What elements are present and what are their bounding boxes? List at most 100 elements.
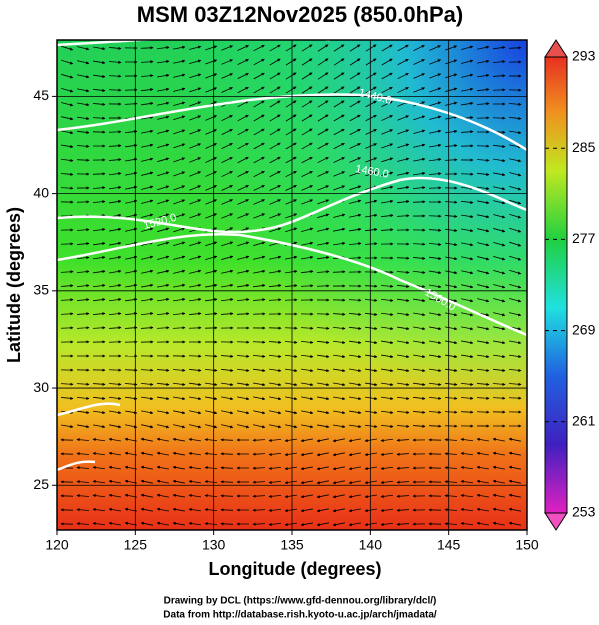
streamline-arrow: [492, 144, 506, 148]
streamline-arrow: [204, 297, 218, 302]
streamline-arrow: [492, 74, 506, 78]
streamline-arrow: [317, 114, 329, 122]
streamline-arrow: [477, 228, 490, 233]
streamline-arrow: [381, 185, 394, 190]
streamline-arrow: [364, 480, 377, 485]
streamline-arrow: [60, 172, 74, 176]
streamline-arrow: [333, 185, 346, 191]
streamline-arrow: [221, 128, 233, 136]
streamline-arrow: [269, 368, 282, 373]
streamline-arrow: [189, 59, 202, 65]
streamline-arrow: [173, 410, 186, 415]
streamline-arrow: [301, 255, 314, 260]
streamline-arrow: [381, 396, 394, 401]
streamline-arrow: [252, 354, 266, 358]
streamline-arrow: [300, 522, 313, 527]
streamline-arrow: [141, 185, 154, 190]
streamline-arrow: [333, 157, 345, 163]
streamline-arrow: [333, 354, 346, 359]
streamline-arrow: [477, 298, 490, 303]
streamline-arrow: [76, 144, 90, 148]
footer-line: Drawing by DCL (https://www.gfd-dennou.o…: [164, 596, 437, 607]
streamline-arrow: [429, 87, 442, 93]
streamline-arrow: [429, 143, 442, 148]
streamline-arrow: [348, 522, 361, 527]
streamline-arrow: [220, 508, 234, 512]
streamline-arrow: [508, 102, 522, 106]
streamline-arrow: [237, 45, 249, 51]
y-tick-label: 25: [33, 476, 49, 492]
streamline-arrow: [476, 88, 490, 92]
streamline-arrow: [268, 480, 282, 484]
streamline-arrow: [412, 270, 426, 274]
streamline-arrow: [268, 438, 282, 442]
streamline-arrow: [268, 522, 282, 526]
streamline-arrow: [253, 44, 265, 52]
contour-line: [56, 233, 528, 337]
streamline-arrow: [76, 242, 90, 246]
streamline-arrow: [221, 410, 234, 415]
streamline-arrow: [397, 340, 410, 345]
streamline-arrow: [237, 156, 249, 164]
streamline-arrow: [317, 255, 330, 260]
streamline-arrow: [109, 424, 122, 429]
colorbar-tick-label: 261: [572, 413, 596, 429]
streamline-arrow: [349, 100, 361, 108]
streamline-arrow: [444, 494, 458, 498]
streamline-arrow: [269, 114, 281, 122]
streamline-arrow: [189, 424, 202, 429]
streamline-arrow: [460, 172, 474, 176]
streamline-arrow: [301, 424, 314, 429]
streamline-arrow: [253, 72, 265, 80]
streamline-arrow: [108, 396, 122, 400]
streamline-arrow: [189, 297, 202, 302]
streamline-arrow: [157, 424, 170, 429]
streamline-arrow: [205, 45, 218, 51]
streamline-arrow: [92, 451, 106, 456]
x-tick-label: 145: [437, 537, 461, 553]
streamline-arrow: [76, 130, 90, 134]
streamline-arrow: [205, 410, 218, 415]
streamline-arrow: [316, 508, 329, 513]
streamline-arrow: [316, 438, 329, 443]
streamline-arrow: [141, 115, 154, 120]
streamline-arrow: [156, 368, 170, 372]
streamline-arrow: [109, 269, 122, 274]
streamline-arrow: [444, 410, 458, 414]
streamline-arrow: [205, 382, 218, 387]
streamline-arrow: [124, 465, 137, 470]
streamline-arrow: [492, 396, 506, 400]
streamline-arrow: [188, 493, 201, 498]
streamline-arrow: [172, 507, 185, 512]
streamline-arrow: [396, 270, 410, 274]
streamline-arrow: [60, 242, 74, 246]
streamline-arrow: [412, 200, 426, 204]
streamline-arrow: [284, 522, 297, 527]
streamline-arrow: [125, 255, 138, 260]
streamline-arrow: [157, 129, 170, 134]
streamline-arrow: [141, 410, 154, 415]
streamline-arrow: [285, 128, 297, 136]
streamline-arrow: [508, 507, 521, 512]
streamline-arrow: [221, 171, 233, 177]
streamline-arrow: [397, 87, 409, 93]
streamline-arrow: [92, 465, 106, 470]
streamline-arrow: [205, 199, 218, 205]
streamline-arrow: [204, 494, 218, 498]
streamline-arrow: [157, 283, 170, 288]
streamline-arrow: [204, 452, 218, 456]
streamline-arrow: [317, 100, 329, 108]
streamline-arrow: [205, 87, 218, 93]
streamline-arrow: [173, 199, 186, 205]
streamline-arrow: [108, 130, 122, 134]
streamline-arrow: [477, 326, 490, 331]
streamline-arrow: [365, 171, 378, 177]
streamline-arrow: [124, 479, 137, 484]
streamline-arrow: [460, 368, 474, 373]
streamline-arrow: [301, 44, 313, 52]
streamline-arrow: [381, 143, 394, 149]
streamline-arrow: [205, 269, 218, 274]
streamline-arrow: [237, 114, 249, 122]
streamline-arrow: [317, 72, 329, 80]
streamline-arrow: [317, 142, 329, 150]
